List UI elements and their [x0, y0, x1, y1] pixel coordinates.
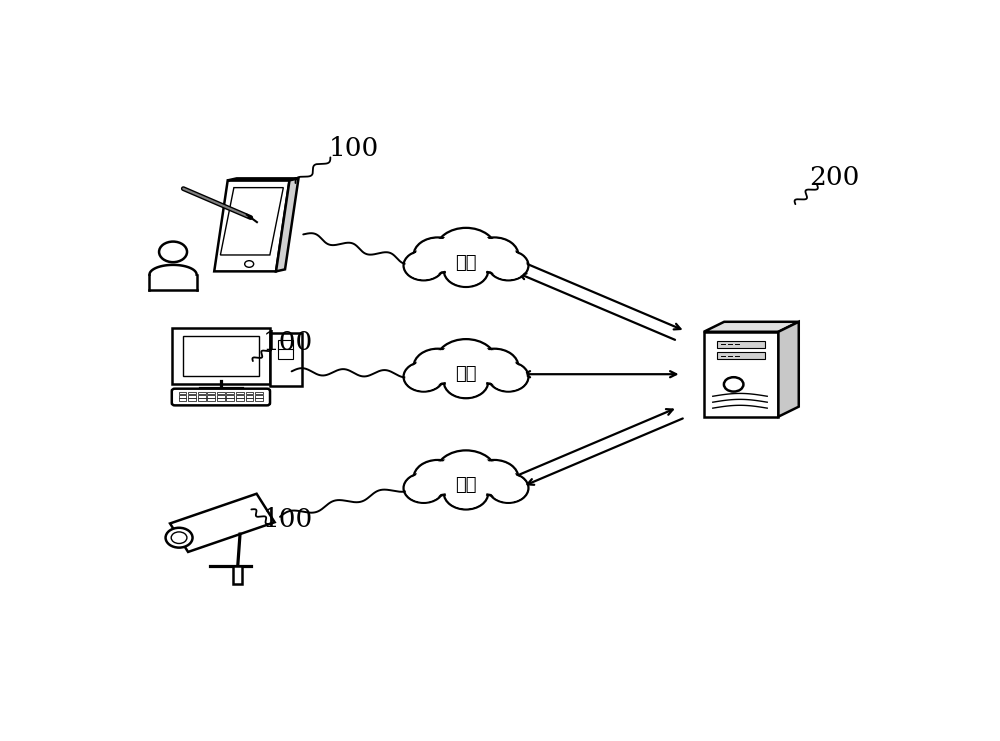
FancyBboxPatch shape	[278, 349, 293, 359]
Polygon shape	[214, 180, 290, 271]
Circle shape	[406, 253, 441, 279]
FancyBboxPatch shape	[217, 395, 225, 398]
Circle shape	[470, 349, 518, 385]
Circle shape	[436, 227, 496, 273]
Polygon shape	[778, 322, 799, 416]
Circle shape	[488, 250, 528, 280]
Polygon shape	[220, 187, 283, 255]
Polygon shape	[170, 494, 275, 552]
FancyBboxPatch shape	[217, 392, 225, 394]
FancyBboxPatch shape	[172, 389, 270, 405]
Circle shape	[470, 237, 518, 273]
FancyBboxPatch shape	[198, 399, 206, 401]
Text: 网络: 网络	[455, 476, 477, 494]
Circle shape	[473, 462, 515, 494]
FancyBboxPatch shape	[179, 395, 186, 398]
FancyBboxPatch shape	[172, 328, 270, 384]
Circle shape	[491, 253, 526, 279]
Circle shape	[446, 479, 486, 508]
Circle shape	[491, 364, 526, 390]
FancyBboxPatch shape	[198, 395, 206, 398]
Text: 网络: 网络	[455, 254, 477, 272]
Circle shape	[439, 230, 493, 270]
Polygon shape	[704, 332, 778, 416]
FancyBboxPatch shape	[179, 392, 186, 394]
Circle shape	[439, 342, 493, 381]
Circle shape	[166, 528, 193, 548]
Circle shape	[406, 475, 441, 501]
FancyBboxPatch shape	[246, 395, 253, 398]
Circle shape	[470, 460, 518, 496]
Circle shape	[473, 239, 515, 271]
Polygon shape	[276, 179, 299, 271]
FancyBboxPatch shape	[188, 395, 196, 398]
Text: 100: 100	[263, 507, 313, 532]
FancyBboxPatch shape	[226, 395, 234, 398]
Circle shape	[404, 250, 444, 280]
Circle shape	[414, 237, 462, 273]
Circle shape	[446, 368, 486, 396]
FancyBboxPatch shape	[188, 392, 196, 394]
FancyBboxPatch shape	[255, 392, 263, 394]
FancyBboxPatch shape	[717, 341, 765, 348]
FancyBboxPatch shape	[207, 392, 215, 394]
Circle shape	[444, 477, 488, 510]
Circle shape	[473, 350, 515, 382]
FancyBboxPatch shape	[183, 336, 259, 376]
Circle shape	[444, 254, 488, 287]
Circle shape	[491, 475, 526, 501]
Polygon shape	[228, 179, 299, 180]
FancyBboxPatch shape	[179, 399, 186, 401]
Circle shape	[414, 349, 462, 385]
Circle shape	[436, 451, 496, 495]
Circle shape	[417, 350, 459, 382]
FancyBboxPatch shape	[278, 340, 293, 350]
FancyBboxPatch shape	[270, 333, 302, 387]
FancyBboxPatch shape	[207, 395, 215, 398]
Circle shape	[404, 362, 444, 391]
Circle shape	[417, 462, 459, 494]
FancyBboxPatch shape	[246, 399, 253, 401]
FancyBboxPatch shape	[233, 565, 242, 584]
Circle shape	[414, 460, 462, 496]
FancyBboxPatch shape	[255, 399, 263, 401]
Circle shape	[488, 473, 528, 503]
Circle shape	[488, 362, 528, 391]
Circle shape	[446, 256, 486, 285]
Text: 网络: 网络	[455, 365, 477, 383]
FancyBboxPatch shape	[217, 399, 225, 401]
FancyBboxPatch shape	[717, 352, 765, 359]
Polygon shape	[704, 322, 799, 332]
FancyBboxPatch shape	[226, 399, 234, 401]
Text: 200: 200	[809, 165, 859, 190]
FancyBboxPatch shape	[236, 399, 244, 401]
FancyBboxPatch shape	[207, 399, 215, 401]
Circle shape	[724, 377, 743, 391]
Circle shape	[406, 364, 441, 390]
Circle shape	[436, 339, 496, 384]
FancyBboxPatch shape	[188, 399, 196, 401]
Circle shape	[159, 242, 187, 262]
FancyBboxPatch shape	[236, 395, 244, 398]
FancyBboxPatch shape	[246, 392, 253, 394]
Circle shape	[171, 532, 187, 543]
Circle shape	[439, 453, 493, 492]
Circle shape	[404, 473, 444, 503]
Text: 100: 100	[328, 136, 379, 162]
Circle shape	[417, 239, 459, 271]
Circle shape	[444, 365, 488, 398]
FancyBboxPatch shape	[255, 395, 263, 398]
FancyBboxPatch shape	[198, 392, 206, 394]
Text: 100: 100	[263, 330, 313, 356]
FancyBboxPatch shape	[226, 392, 234, 394]
Circle shape	[245, 261, 254, 268]
FancyBboxPatch shape	[236, 392, 244, 394]
